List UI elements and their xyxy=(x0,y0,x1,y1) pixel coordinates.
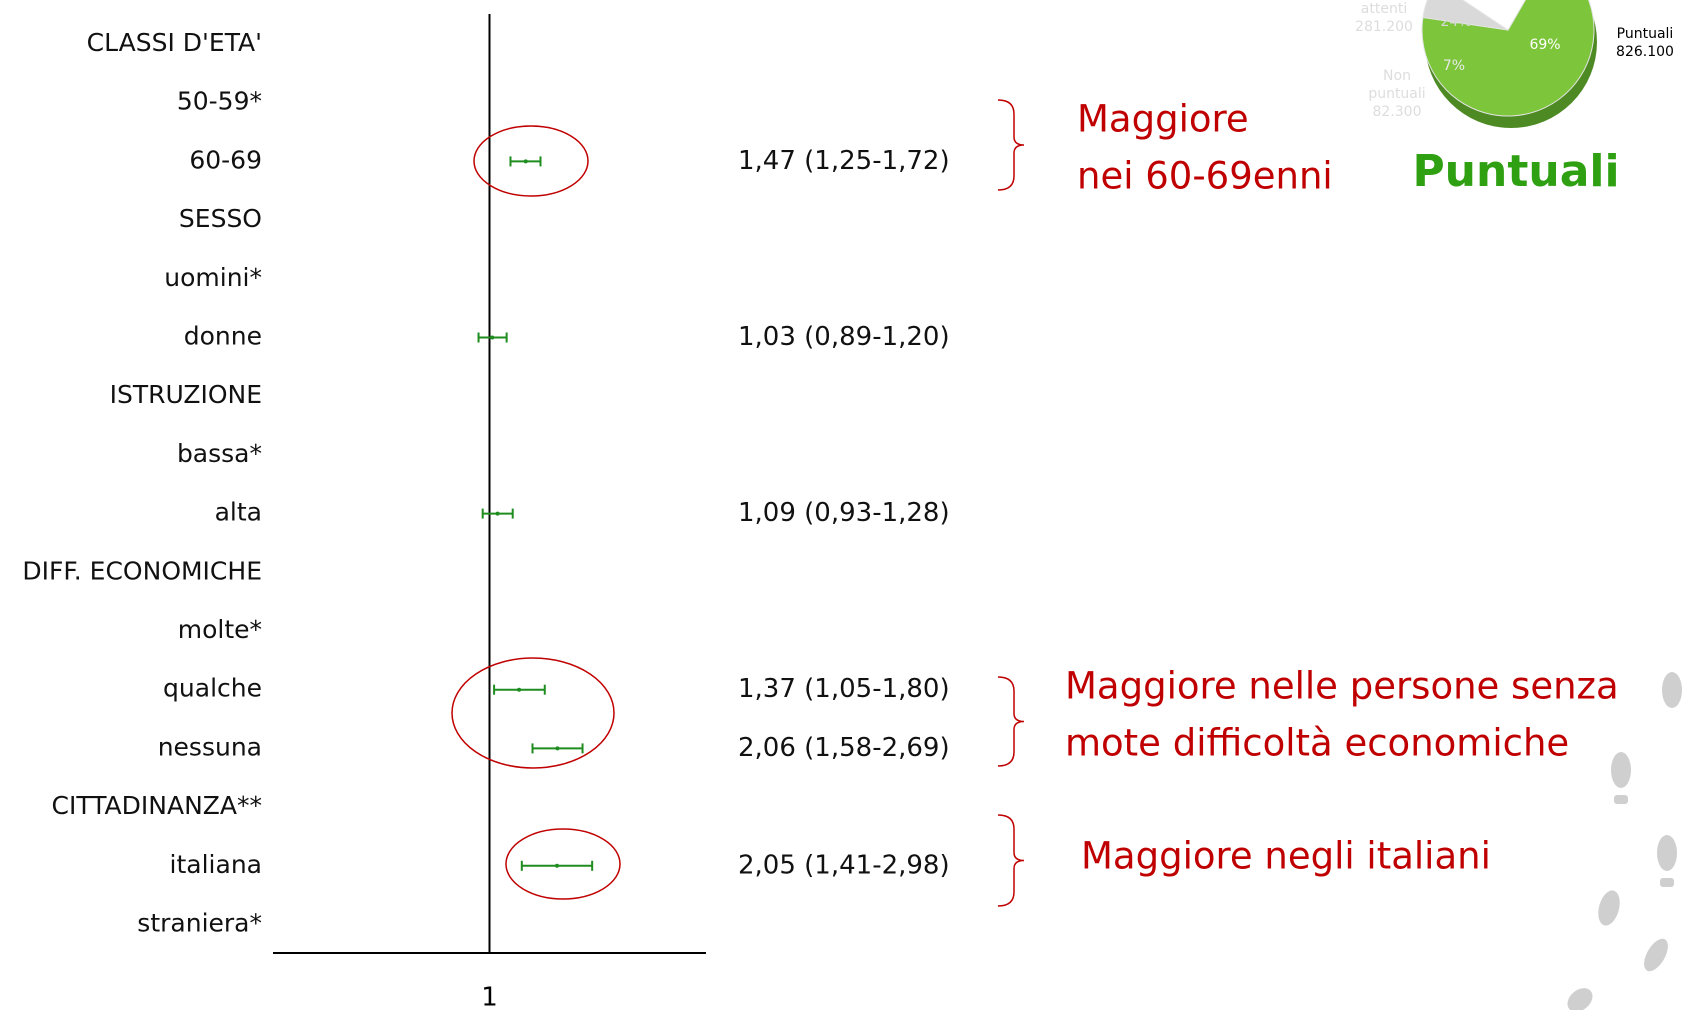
estimate-point xyxy=(495,511,500,516)
estimate-point xyxy=(523,159,528,164)
decor-footprints xyxy=(1567,672,1682,1010)
row-label: CLASSI D'ETA' xyxy=(87,28,262,57)
pie-count: 826.100 xyxy=(1616,44,1674,60)
estimate-point xyxy=(517,687,522,692)
value-label: 1,03 (0,89-1,20) xyxy=(738,322,950,352)
pie-slice xyxy=(1461,0,1526,31)
pie-count: 281.200 xyxy=(1355,19,1413,35)
row-label: 60-69 xyxy=(189,145,262,174)
row-label: 50-59* xyxy=(177,87,262,116)
row-label: alta xyxy=(215,498,262,527)
row-label: DIFF. ECONOMICHE xyxy=(22,556,262,585)
row-label: donne xyxy=(184,322,262,351)
pie-count: 82.300 xyxy=(1373,104,1422,120)
pie-category: Puntuali xyxy=(1617,26,1674,42)
pie-category: attenti xyxy=(1361,1,1407,17)
annotation: nei 60-69enni xyxy=(1077,155,1333,198)
pie-slice xyxy=(1421,0,1595,117)
x-tick-label: 1 xyxy=(481,983,498,1010)
brace xyxy=(997,676,1025,767)
brace xyxy=(997,99,1025,191)
pie-title: Puntuali xyxy=(1412,146,1619,197)
estimate-point xyxy=(554,863,559,868)
estimate-point xyxy=(555,746,560,751)
value-label: 2,05 (1,41-2,98) xyxy=(738,850,950,880)
row-label: italiana xyxy=(170,850,262,879)
row-label: CITTADINANZA** xyxy=(52,791,262,820)
row-label: straniera* xyxy=(137,909,262,938)
pie-percent: 7% xyxy=(1443,58,1465,74)
value-label: 1,47 (1,25-1,72) xyxy=(738,146,950,176)
pie-percent: 69% xyxy=(1529,37,1560,53)
value-label: 1,09 (0,93-1,28) xyxy=(738,498,950,528)
row-label: molte* xyxy=(178,615,262,644)
annotation: Maggiore xyxy=(1077,98,1249,141)
highlight-ellipse xyxy=(473,125,589,197)
row-label: ISTRUZIONE xyxy=(110,380,262,409)
pie-category: Non xyxy=(1383,68,1411,84)
pie-percent: 24% xyxy=(1440,14,1471,30)
highlight-ellipse xyxy=(505,828,621,900)
row-label: SESSO xyxy=(179,204,262,233)
annotation: Maggiore nelle persone senza xyxy=(1065,665,1619,708)
value-label: 2,06 (1,58-2,69) xyxy=(738,733,950,763)
row-label: uomini* xyxy=(164,263,262,292)
annotation: Maggiore negli italiani xyxy=(1081,835,1491,878)
row-label: nessuna xyxy=(158,732,262,761)
row-label: qualche xyxy=(163,674,262,703)
annotation: mote difficoltà economiche xyxy=(1065,722,1569,765)
pie-slice xyxy=(1422,0,1509,31)
highlight-ellipse xyxy=(451,657,615,769)
pie-category: puntuali xyxy=(1368,86,1425,102)
brace xyxy=(997,814,1025,907)
value-label: 1,37 (1,05-1,80) xyxy=(738,674,950,704)
row-label: bassa* xyxy=(177,439,262,468)
estimate-point xyxy=(490,335,495,340)
